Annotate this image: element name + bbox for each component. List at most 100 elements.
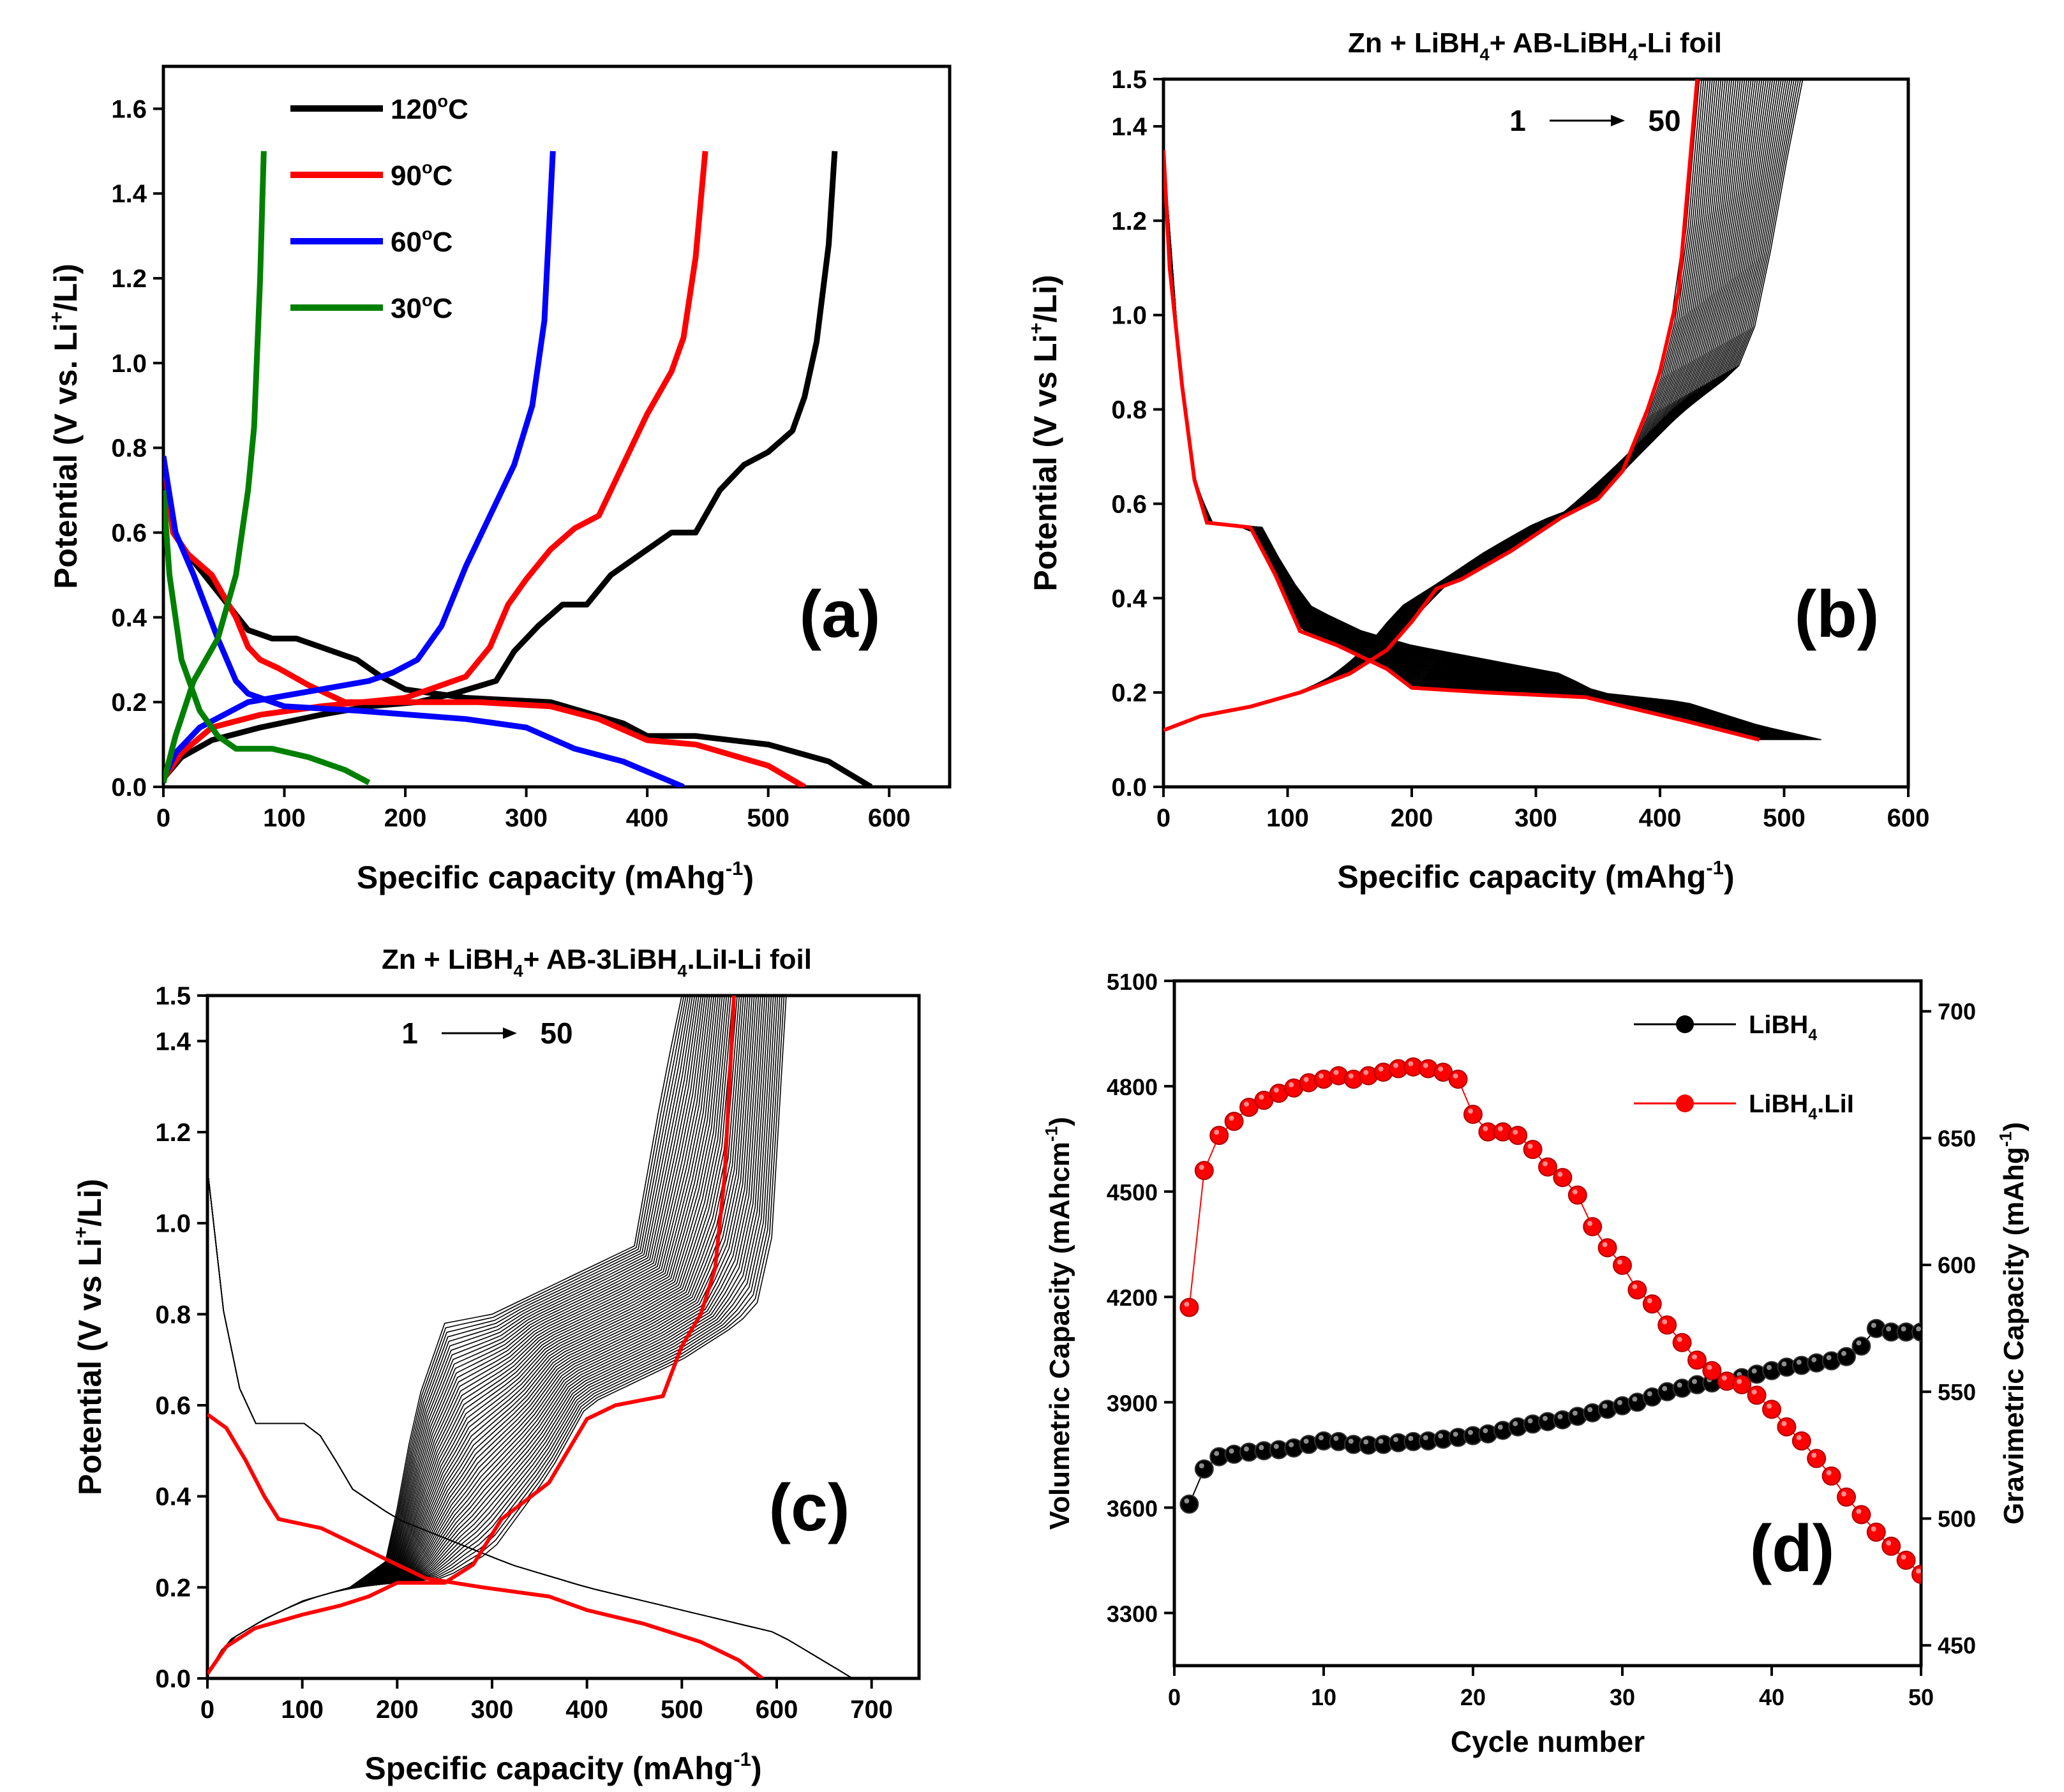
y-axis-label-right: Gravimetric Capacity (mAhg-1) bbox=[1996, 1122, 2030, 1525]
point-highlight bbox=[1662, 1319, 1668, 1325]
point-highlight bbox=[1781, 1361, 1787, 1367]
cycle-charge-curve bbox=[207, 996, 729, 1675]
point-highlight bbox=[1438, 1066, 1444, 1072]
data-point bbox=[1179, 1297, 1199, 1317]
discharge-curve bbox=[163, 456, 873, 787]
cycle-charge-curve bbox=[1163, 79, 1726, 731]
point-highlight bbox=[1199, 1165, 1204, 1170]
data-point bbox=[1837, 1347, 1856, 1366]
data-point bbox=[1179, 1494, 1199, 1514]
cycle-discharge-curve bbox=[1163, 149, 1763, 740]
cycle-charge-curve bbox=[1163, 79, 1713, 731]
cycle-charge-curve bbox=[207, 996, 689, 1675]
x-tick-label: 300 bbox=[1514, 804, 1557, 832]
data-point bbox=[1642, 1294, 1662, 1314]
panel-title: Zn + LiBH4+ AB-LiBH4-Li foil bbox=[1348, 27, 1722, 64]
y-tick-label: 0.6 bbox=[1111, 490, 1147, 518]
cycle-charge-curve bbox=[1163, 79, 1705, 731]
data-point bbox=[1597, 1238, 1617, 1258]
highlight-charge-curve bbox=[207, 996, 737, 1675]
point-highlight bbox=[1617, 1259, 1622, 1265]
x-tick-label: 500 bbox=[747, 804, 789, 832]
y-tick-label: 3300 bbox=[1107, 1601, 1158, 1627]
y-tick-label: 1.2 bbox=[1111, 207, 1147, 235]
point-highlight bbox=[1826, 1470, 1832, 1475]
panel-label: (d) bbox=[1750, 1512, 1835, 1586]
point-highlight bbox=[1737, 1378, 1742, 1384]
point-highlight bbox=[1497, 1424, 1503, 1430]
point-highlight bbox=[1841, 1350, 1846, 1356]
y-tick-label: 1.6 bbox=[111, 95, 147, 123]
point-highlight bbox=[1886, 1326, 1892, 1332]
point-highlight bbox=[1707, 1364, 1712, 1370]
cycle-note-start: 1 bbox=[1509, 104, 1526, 137]
point-highlight bbox=[1408, 1435, 1414, 1441]
data-point bbox=[1896, 1550, 1916, 1570]
point-highlight bbox=[1497, 1126, 1503, 1131]
cycle-discharge-curve bbox=[1163, 149, 1771, 740]
cycle-charge-curve bbox=[1163, 79, 1700, 731]
charge-curve bbox=[163, 151, 838, 780]
x-tick-label: 200 bbox=[1391, 804, 1433, 832]
y-axis-label: Potential (V vs. Li+/Li) bbox=[45, 264, 84, 589]
x-tick-label: 400 bbox=[626, 804, 669, 832]
highlight-discharge-curve bbox=[207, 1412, 764, 1678]
data-point bbox=[1807, 1449, 1827, 1468]
point-highlight bbox=[1378, 1438, 1384, 1444]
cycle-charge-curve bbox=[1163, 79, 1788, 731]
y-right-tick-label: 600 bbox=[1938, 1252, 1976, 1278]
data-point bbox=[1911, 1564, 1921, 1584]
x-tick-label: 100 bbox=[281, 1696, 324, 1724]
cycle-charge-curve bbox=[1163, 79, 1797, 731]
x-tick-label: 0 bbox=[156, 804, 170, 832]
point-highlight bbox=[1796, 1435, 1802, 1440]
cycle-arrow-head bbox=[1611, 115, 1625, 126]
point-highlight bbox=[1767, 1403, 1772, 1409]
y-tick-label: 0.8 bbox=[1111, 396, 1147, 424]
point-highlight bbox=[1513, 1130, 1518, 1135]
point-highlight bbox=[1214, 1130, 1220, 1135]
point-highlight bbox=[1483, 1126, 1488, 1131]
y-right-tick-label: 700 bbox=[1938, 999, 1976, 1025]
cycle-charge-curve bbox=[207, 996, 728, 1675]
point-highlight bbox=[1751, 1389, 1757, 1395]
point-highlight bbox=[1692, 1354, 1697, 1360]
point-highlight bbox=[1751, 1368, 1757, 1374]
cycle-discharge-curve bbox=[1163, 149, 1798, 740]
data-point bbox=[1583, 1217, 1603, 1237]
x-tick-label: 400 bbox=[1639, 804, 1682, 832]
point-highlight bbox=[1856, 1340, 1862, 1346]
point-highlight bbox=[1423, 1063, 1428, 1068]
y-axis-label: Potential (V vs Li+/Li) bbox=[1025, 275, 1063, 592]
y-tick-label: 0.6 bbox=[111, 519, 147, 548]
cycle-discharge-curve bbox=[1163, 149, 1762, 740]
point-highlight bbox=[1348, 1073, 1354, 1079]
point-highlight bbox=[1886, 1540, 1892, 1546]
cycle-charge-curve bbox=[207, 996, 753, 1675]
data-point bbox=[1791, 1431, 1811, 1451]
highlight-discharge-curve bbox=[1163, 149, 1760, 742]
panel-label: (b) bbox=[1795, 578, 1880, 652]
cycle-discharge-curve bbox=[1163, 149, 1794, 740]
cycle-discharge-curve bbox=[1163, 149, 1772, 740]
point-highlight bbox=[1617, 1400, 1622, 1405]
y-tick-label: 1.4 bbox=[111, 180, 147, 208]
y-tick-label: 0.2 bbox=[155, 1574, 191, 1602]
point-highlight bbox=[1303, 1077, 1309, 1082]
point-highlight bbox=[1811, 1452, 1817, 1458]
data-point bbox=[1567, 1185, 1587, 1205]
y-tick-label: 0.4 bbox=[155, 1483, 191, 1511]
point-highlight bbox=[1647, 1298, 1652, 1304]
cycle-charge-curve bbox=[1163, 79, 1795, 731]
point-highlight bbox=[1841, 1491, 1846, 1497]
point-highlight bbox=[1587, 1221, 1593, 1227]
discharge-curve bbox=[163, 456, 685, 787]
cycle-note-end: 50 bbox=[540, 1017, 572, 1050]
point-highlight bbox=[1184, 1498, 1190, 1504]
cycles-group bbox=[1163, 79, 1821, 742]
y-right-tick-label: 650 bbox=[1938, 1125, 1976, 1151]
point-highlight bbox=[1378, 1066, 1384, 1072]
data-point bbox=[1224, 1112, 1244, 1131]
point-highlight bbox=[1438, 1433, 1444, 1439]
point-highlight bbox=[1721, 1375, 1727, 1381]
